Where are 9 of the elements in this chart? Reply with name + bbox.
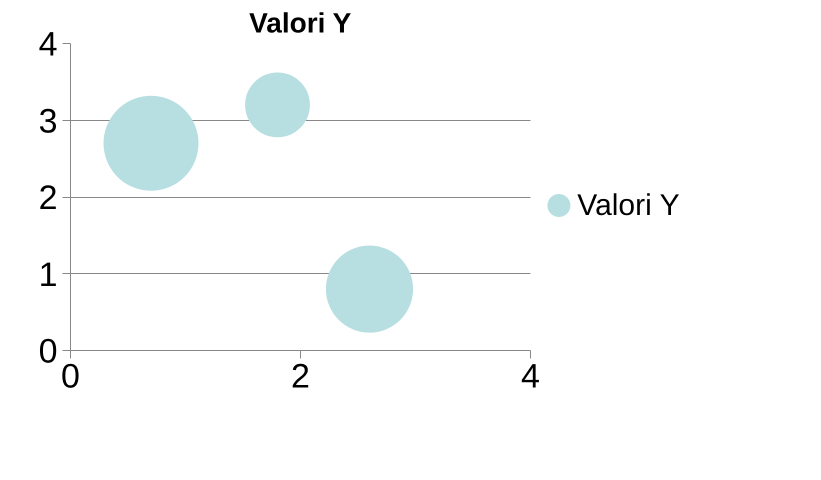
y-tick-label: 0: [38, 332, 58, 370]
legend-label: Valori Y: [577, 189, 680, 222]
y-tick-label: 2: [38, 179, 58, 217]
y-tick-label: 1: [38, 256, 58, 294]
y-tick-label: 3: [38, 102, 58, 140]
x-tick-label: 4: [521, 358, 540, 396]
y-tick-label: 4: [38, 26, 58, 64]
chart-title: Valori Y: [249, 8, 352, 38]
x-tick-label: 2: [291, 358, 310, 396]
